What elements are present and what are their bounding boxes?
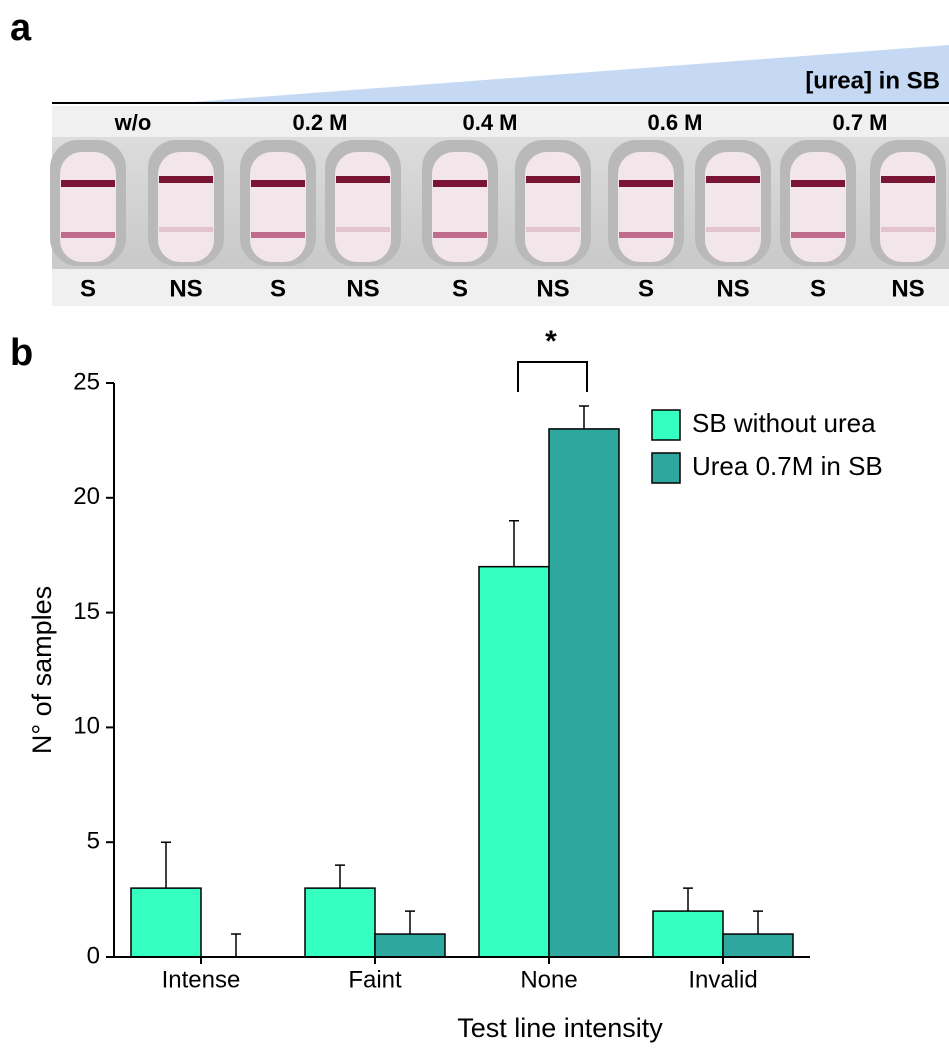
strip-label: NS xyxy=(891,275,924,302)
gradient-triangle xyxy=(180,45,949,103)
concentration-label: 0.7 M xyxy=(832,110,887,135)
strip-label: S xyxy=(452,275,468,302)
concentration-label: 0.2 M xyxy=(292,110,347,135)
control-line xyxy=(159,176,213,183)
legend-swatch xyxy=(651,409,681,441)
control-line xyxy=(433,180,487,187)
gradient-label: [urea] in SB xyxy=(805,67,940,94)
test-line xyxy=(619,232,673,238)
bar xyxy=(652,910,724,958)
test-line xyxy=(706,227,760,232)
legend-label: SB without urea xyxy=(692,408,876,438)
y-tick-label: 25 xyxy=(73,368,100,395)
strip xyxy=(335,152,391,262)
x-tick-label: Faint xyxy=(348,966,402,993)
plot-area xyxy=(161,405,763,957)
strip xyxy=(432,152,488,262)
panel-b: b Test line intensity N° of samples * 0 5… xyxy=(10,325,883,1043)
control-line xyxy=(61,180,115,187)
bar xyxy=(478,565,550,958)
control-line xyxy=(791,180,845,187)
test-line xyxy=(61,232,115,238)
control-line xyxy=(336,176,390,183)
concentration-label: w/o xyxy=(114,110,152,135)
strip-label: S xyxy=(638,275,654,302)
strip-label: NS xyxy=(536,275,569,302)
y-tick-label: 15 xyxy=(73,598,100,625)
test-line xyxy=(433,232,487,238)
strip-label: S xyxy=(80,275,96,302)
test-line xyxy=(791,232,845,238)
x-tick-label: Intense xyxy=(162,966,241,993)
control-line xyxy=(251,180,305,187)
bar xyxy=(130,887,202,958)
test-line xyxy=(526,227,580,232)
bar xyxy=(548,428,620,958)
x-tick-label: None xyxy=(520,966,577,993)
significance-bracket xyxy=(517,361,588,392)
strip xyxy=(60,152,116,262)
y-axis-title: N° of samples xyxy=(27,586,57,754)
concentration-label: 0.6 M xyxy=(647,110,702,135)
error-bar xyxy=(231,933,241,957)
panel-label: b xyxy=(10,332,33,374)
bar xyxy=(722,933,794,958)
strip xyxy=(525,152,581,262)
strip xyxy=(250,152,306,262)
bar xyxy=(374,933,446,958)
panel-a: a [urea] in SB w/o 0.2 M 0.4 M 0.6 M 0.7 M S N… xyxy=(10,7,949,306)
y-tick-label: 0 xyxy=(87,942,100,969)
test-line xyxy=(336,227,390,232)
strip xyxy=(705,152,761,262)
control-line xyxy=(526,176,580,183)
test-line xyxy=(881,227,935,232)
test-line xyxy=(159,227,213,232)
x-axis-title: Test line intensity xyxy=(457,1013,663,1043)
control-line xyxy=(881,176,935,183)
strip xyxy=(880,152,936,262)
strip-label: NS xyxy=(716,275,749,302)
strip xyxy=(158,152,214,262)
strip xyxy=(618,152,674,262)
control-line xyxy=(706,176,760,183)
y-tick-label: 20 xyxy=(73,483,100,510)
bar xyxy=(304,887,376,958)
control-line xyxy=(619,180,673,187)
legend-swatch xyxy=(651,452,681,484)
legend-label: Urea 0.7M in SB xyxy=(692,451,883,481)
y-tick-label: 5 xyxy=(87,828,100,855)
x-tick-label: Invalid xyxy=(688,966,757,993)
strip-label: S xyxy=(270,275,286,302)
concentration-label: 0.4 M xyxy=(462,110,517,135)
significance-star: * xyxy=(545,325,557,358)
test-line xyxy=(251,232,305,238)
strip xyxy=(790,152,846,262)
y-tick-label: 10 xyxy=(73,713,100,740)
strip-label: S xyxy=(810,275,826,302)
strip-label: NS xyxy=(346,275,379,302)
strip-label: NS xyxy=(169,275,202,302)
panel-label: a xyxy=(10,7,32,49)
